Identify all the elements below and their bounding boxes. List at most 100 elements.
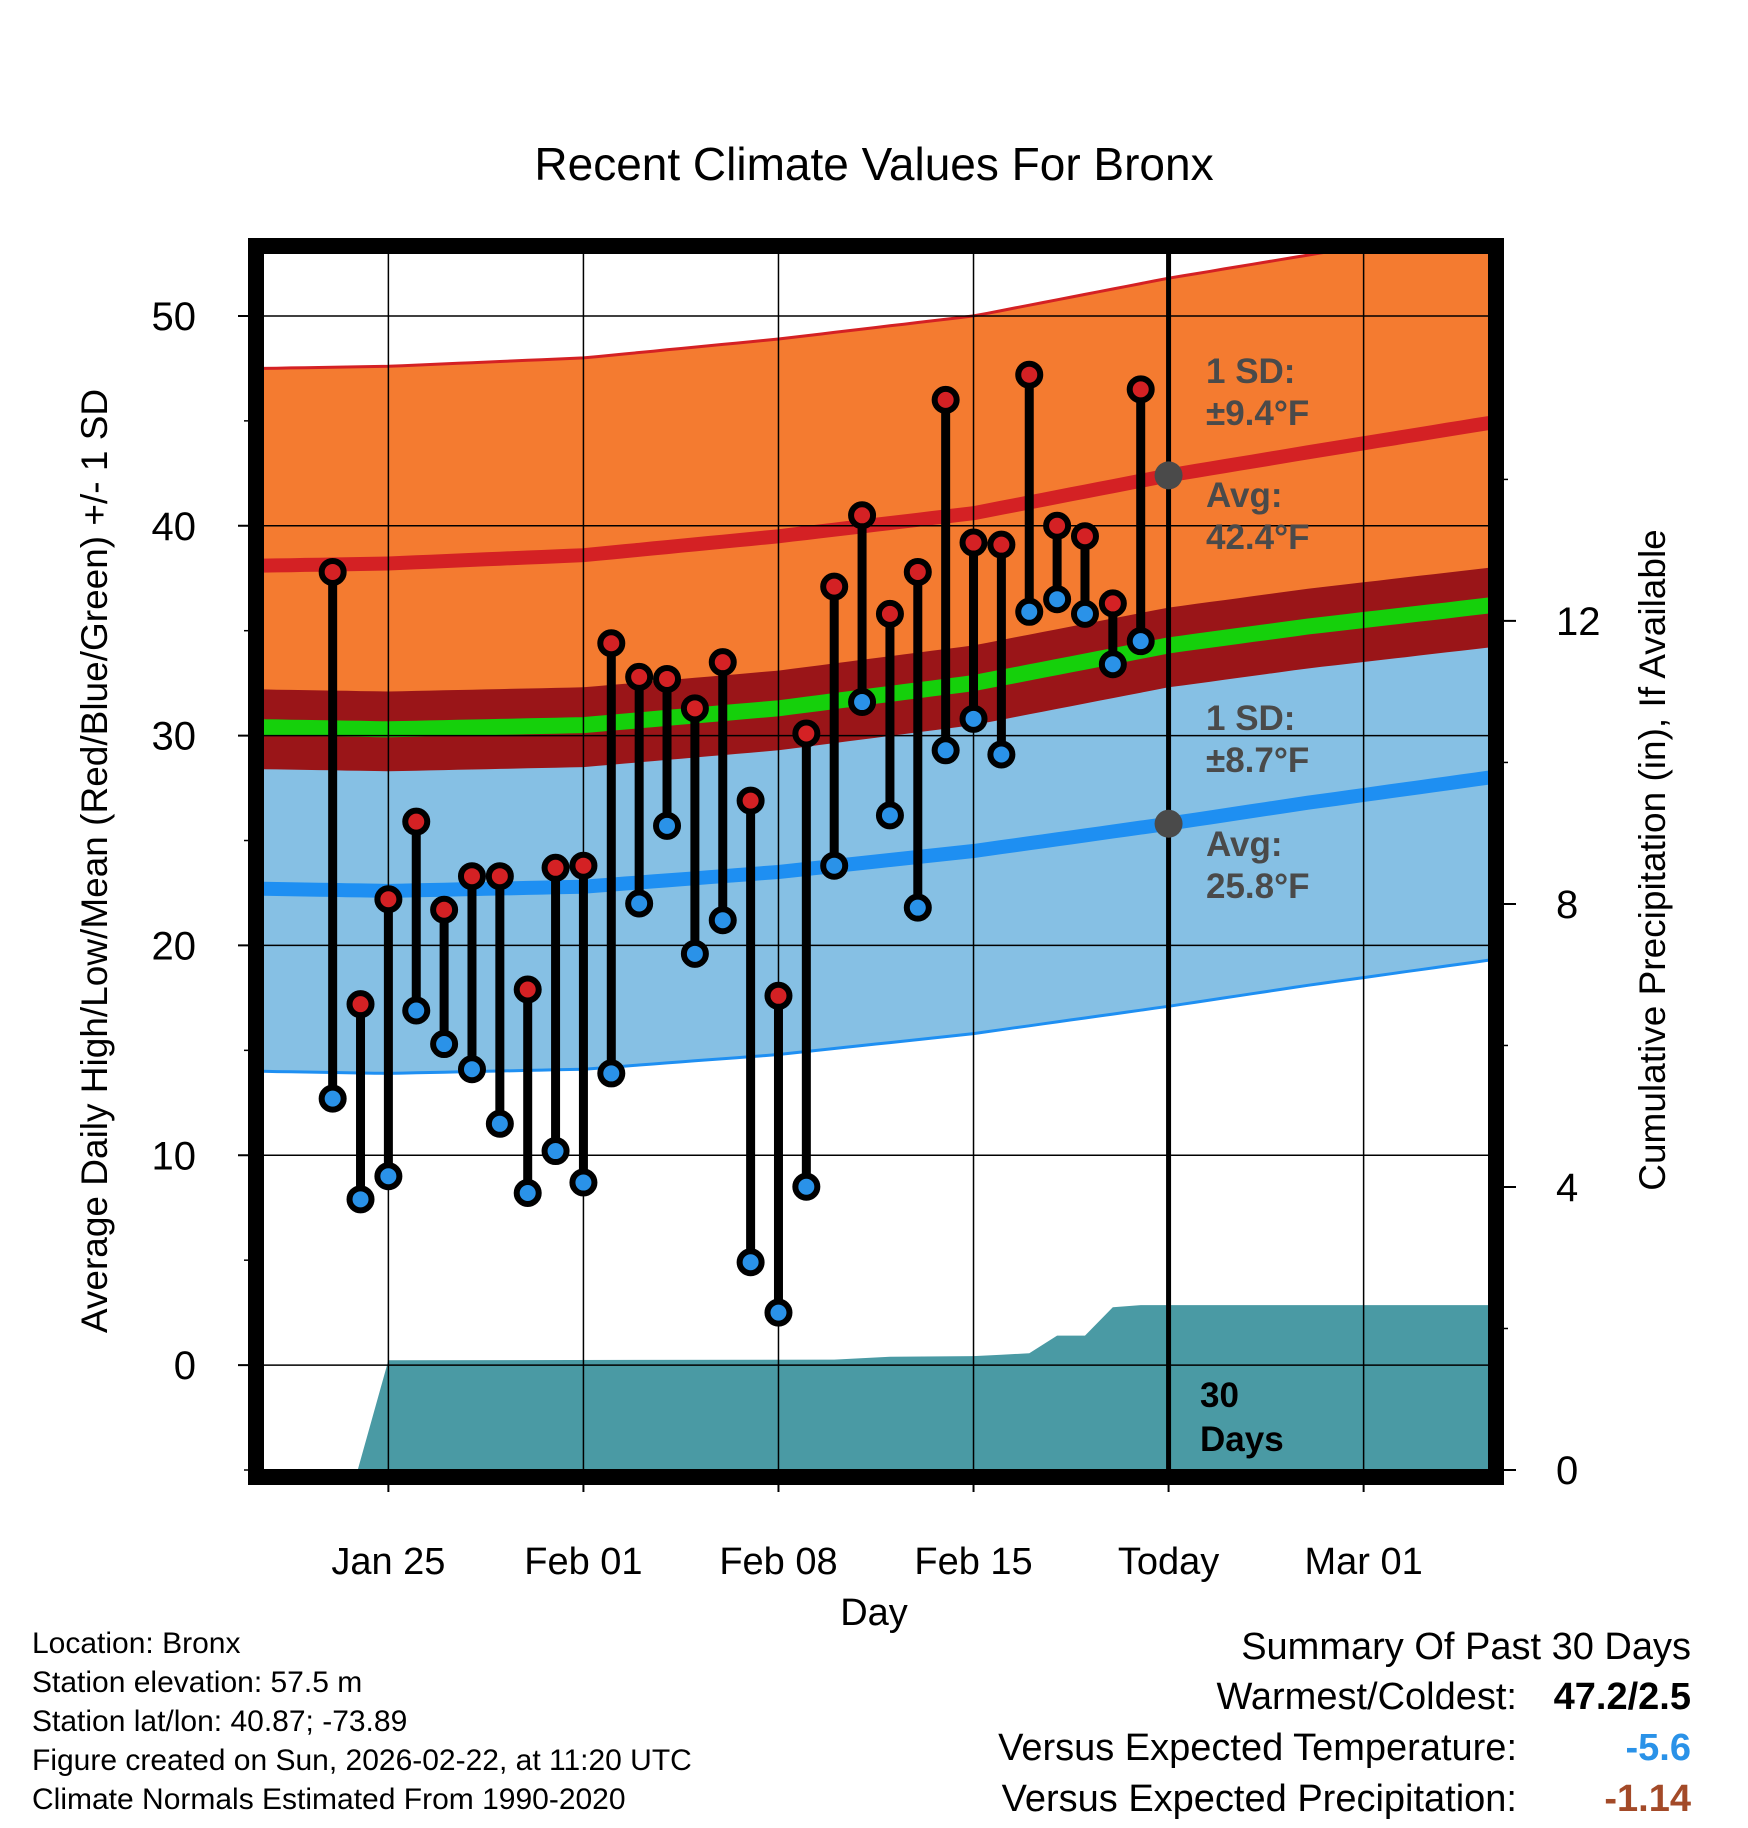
daily-high-marker xyxy=(318,557,347,586)
daily-low-marker xyxy=(875,801,904,830)
high-normal-line xyxy=(263,416,1489,573)
daily-low-marker xyxy=(346,1185,375,1214)
summary-precip-row: Versus Expected Precipitation: -1.14 xyxy=(998,1774,1691,1825)
daily-observation xyxy=(987,530,1016,769)
daily-low-marker xyxy=(653,811,682,840)
high-sd-label-line1: 1 SD: xyxy=(1206,352,1295,391)
low-avg-label-line2: 25.8°F xyxy=(1206,867,1310,906)
daily-observation xyxy=(430,895,459,1059)
daily-high-marker xyxy=(513,975,542,1004)
daily-high-marker xyxy=(485,862,514,891)
summary-temp-row: Versus Expected Temperature: -5.6 xyxy=(998,1723,1691,1774)
daily-low-marker xyxy=(513,1179,542,1208)
x-axis-label: Day xyxy=(840,1592,908,1634)
daily-low-marker xyxy=(485,1109,514,1138)
info-normals: Climate Normals Estimated From 1990-2020 xyxy=(32,1783,626,1816)
daily-high-marker xyxy=(430,895,459,924)
daily-low-marker xyxy=(597,1059,626,1088)
daily-high-marker xyxy=(346,990,375,1019)
daily-observation xyxy=(792,719,821,1201)
daily-observation xyxy=(848,501,877,717)
daily-low-marker xyxy=(318,1084,347,1113)
x-tick-label: Jan 25 xyxy=(331,1541,445,1583)
plot-area xyxy=(263,253,1489,1470)
x-axis-ticks: Jan 25 Feb 01 Feb 08 Feb 15 Today Mar 01 xyxy=(331,1477,1423,1583)
info-location: Location: Bronx xyxy=(32,1627,241,1660)
daily-observation xyxy=(708,648,737,935)
daily-low-marker xyxy=(848,688,877,717)
daily-high-marker xyxy=(541,853,570,882)
daily-observation xyxy=(625,662,654,918)
daily-observation xyxy=(513,975,542,1208)
precip-days-label-line2: Days xyxy=(1200,1420,1284,1459)
high-avg-label: Avg: 42.4°F xyxy=(1206,476,1310,557)
daily-observation xyxy=(680,694,709,968)
daily-high-marker xyxy=(708,648,737,677)
x-tick-label: Today xyxy=(1118,1541,1219,1583)
daily-observation xyxy=(402,807,431,1025)
y-axis-label: Average Daily High/Low/Mean (Red/Blue/Gr… xyxy=(74,389,115,1333)
daily-low-marker xyxy=(625,889,654,918)
summary-panel: Summary Of Past 30 Days Warmest/Coldest:… xyxy=(998,1622,1691,1825)
daily-observation xyxy=(1070,522,1099,628)
y-tick-label: 50 xyxy=(152,295,197,339)
daily-high-marker xyxy=(653,664,682,693)
chart-title: Recent Climate Values For Bronx xyxy=(534,138,1213,190)
daily-high-marker xyxy=(959,528,988,557)
daily-high-marker xyxy=(597,629,626,658)
daily-low-marker xyxy=(708,906,737,935)
y2-tick-label: 0 xyxy=(1556,1449,1578,1493)
daily-low-marker xyxy=(1070,599,1099,628)
y2-axis-label: Cumulative Precipitation (in), If Availa… xyxy=(1632,529,1673,1191)
daily-low-marker xyxy=(457,1055,486,1084)
high-avg-today-marker xyxy=(1154,461,1183,490)
y2-tick-label: 4 xyxy=(1556,1166,1578,1210)
daily-observation xyxy=(1098,589,1127,679)
precip-days-label: 30 Days xyxy=(1200,1376,1284,1459)
daily-low-marker xyxy=(402,996,431,1025)
y2-tick-label: 8 xyxy=(1556,883,1578,927)
daily-low-marker xyxy=(736,1248,765,1277)
y-axis-ticks: 0 10 20 30 40 50 xyxy=(152,295,256,1471)
y-tick-label: 10 xyxy=(152,1134,197,1178)
low-avg-label-line1: Avg: xyxy=(1206,825,1282,864)
daily-high-marker xyxy=(457,862,486,891)
daily-high-marker xyxy=(903,557,932,586)
daily-observation xyxy=(931,385,960,765)
precip-days-label-line1: 30 xyxy=(1200,1376,1239,1415)
summary-precip-value: -1.14 xyxy=(1604,1778,1691,1820)
daily-observation xyxy=(736,786,765,1277)
y-tick-label: 0 xyxy=(174,1344,196,1388)
low-avg-label: Avg: 25.8°F xyxy=(1206,825,1310,906)
precipitation-area xyxy=(263,1305,1489,1470)
daily-high-marker xyxy=(402,807,431,836)
daily-observation xyxy=(569,851,598,1197)
y-tick-label: 20 xyxy=(152,924,197,968)
x-tick-label: Feb 01 xyxy=(524,1541,642,1583)
daily-low-marker xyxy=(931,736,960,765)
daily-low-marker xyxy=(569,1168,598,1197)
daily-low-marker xyxy=(1126,627,1155,656)
daily-low-marker xyxy=(374,1162,403,1191)
high-avg-label-line2: 42.4°F xyxy=(1206,518,1310,557)
high-avg-label-line1: Avg: xyxy=(1206,476,1282,515)
summary-temp-label: Versus Expected Temperature: xyxy=(998,1727,1517,1769)
x-tick-label: Feb 15 xyxy=(914,1541,1032,1583)
observations xyxy=(318,360,1155,1327)
daily-high-marker xyxy=(764,981,793,1010)
daily-high-marker xyxy=(931,385,960,414)
daily-observation xyxy=(903,557,932,922)
y-tick-label: 40 xyxy=(152,505,197,549)
station-info: Location: Bronx Station elevation: 57.5 … xyxy=(32,1624,692,1819)
summary-temp-value: -5.6 xyxy=(1625,1727,1691,1769)
daily-observation xyxy=(959,528,988,733)
x-tick-label: Mar 01 xyxy=(1304,1541,1422,1583)
info-created: Figure created on Sun, 2026-02-22, at 11… xyxy=(32,1744,692,1777)
daily-high-marker xyxy=(1043,511,1072,540)
daily-observation xyxy=(764,981,793,1327)
low-sd-label: 1 SD: ±8.7°F xyxy=(1206,699,1309,780)
daily-observation xyxy=(485,862,514,1138)
daily-high-marker xyxy=(569,851,598,880)
daily-high-marker xyxy=(987,530,1016,559)
summary-warm-cold-value: 47.2/2.5 xyxy=(1553,1676,1691,1718)
